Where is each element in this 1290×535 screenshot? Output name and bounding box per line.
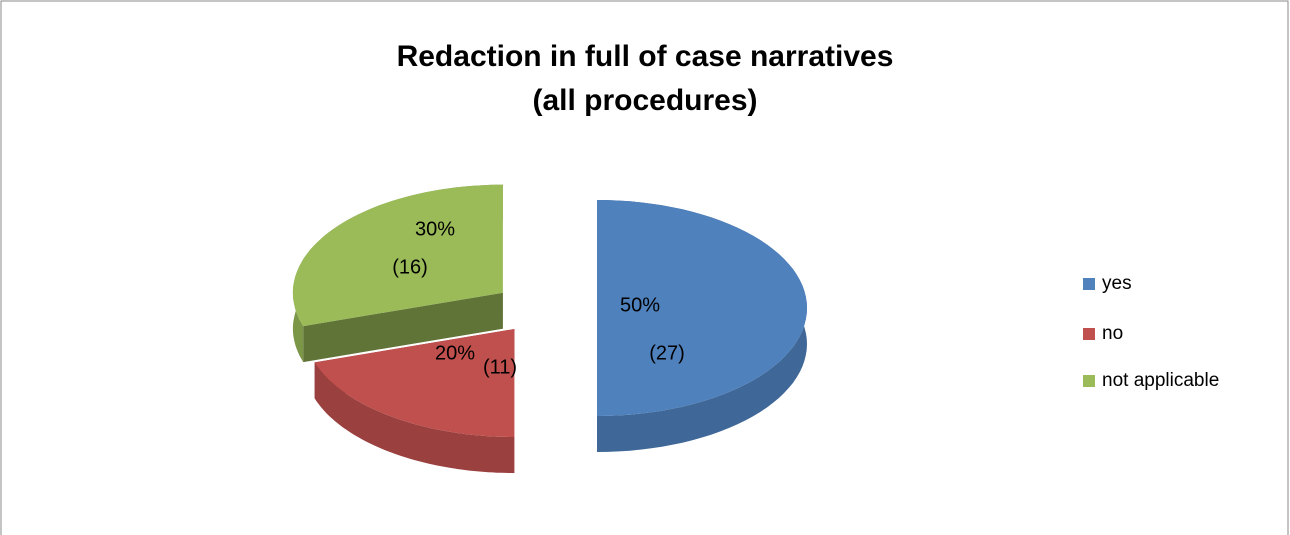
value-label: 30% (415, 218, 455, 240)
legend-swatch (1083, 278, 1095, 290)
slice (292, 184, 503, 327)
legend-swatch (1083, 328, 1095, 340)
count-label: (16) (392, 256, 428, 278)
slice-side (314, 362, 515, 473)
slice (597, 200, 807, 416)
legend-label: not applicable (1102, 370, 1219, 391)
slice-edge (303, 292, 503, 363)
legend-swatch (1083, 375, 1095, 387)
chart-title: Redaction in full of case narratives (397, 40, 894, 73)
legend-label: no (1102, 323, 1123, 344)
value-label: 20% (435, 342, 475, 364)
count-label: (27) (649, 342, 685, 364)
chart-subtitle: (all procedures) (532, 84, 757, 117)
count-label: (11) (483, 356, 517, 378)
slice (314, 329, 515, 437)
legend-label: yes (1102, 273, 1132, 294)
value-label: 50% (620, 294, 660, 316)
